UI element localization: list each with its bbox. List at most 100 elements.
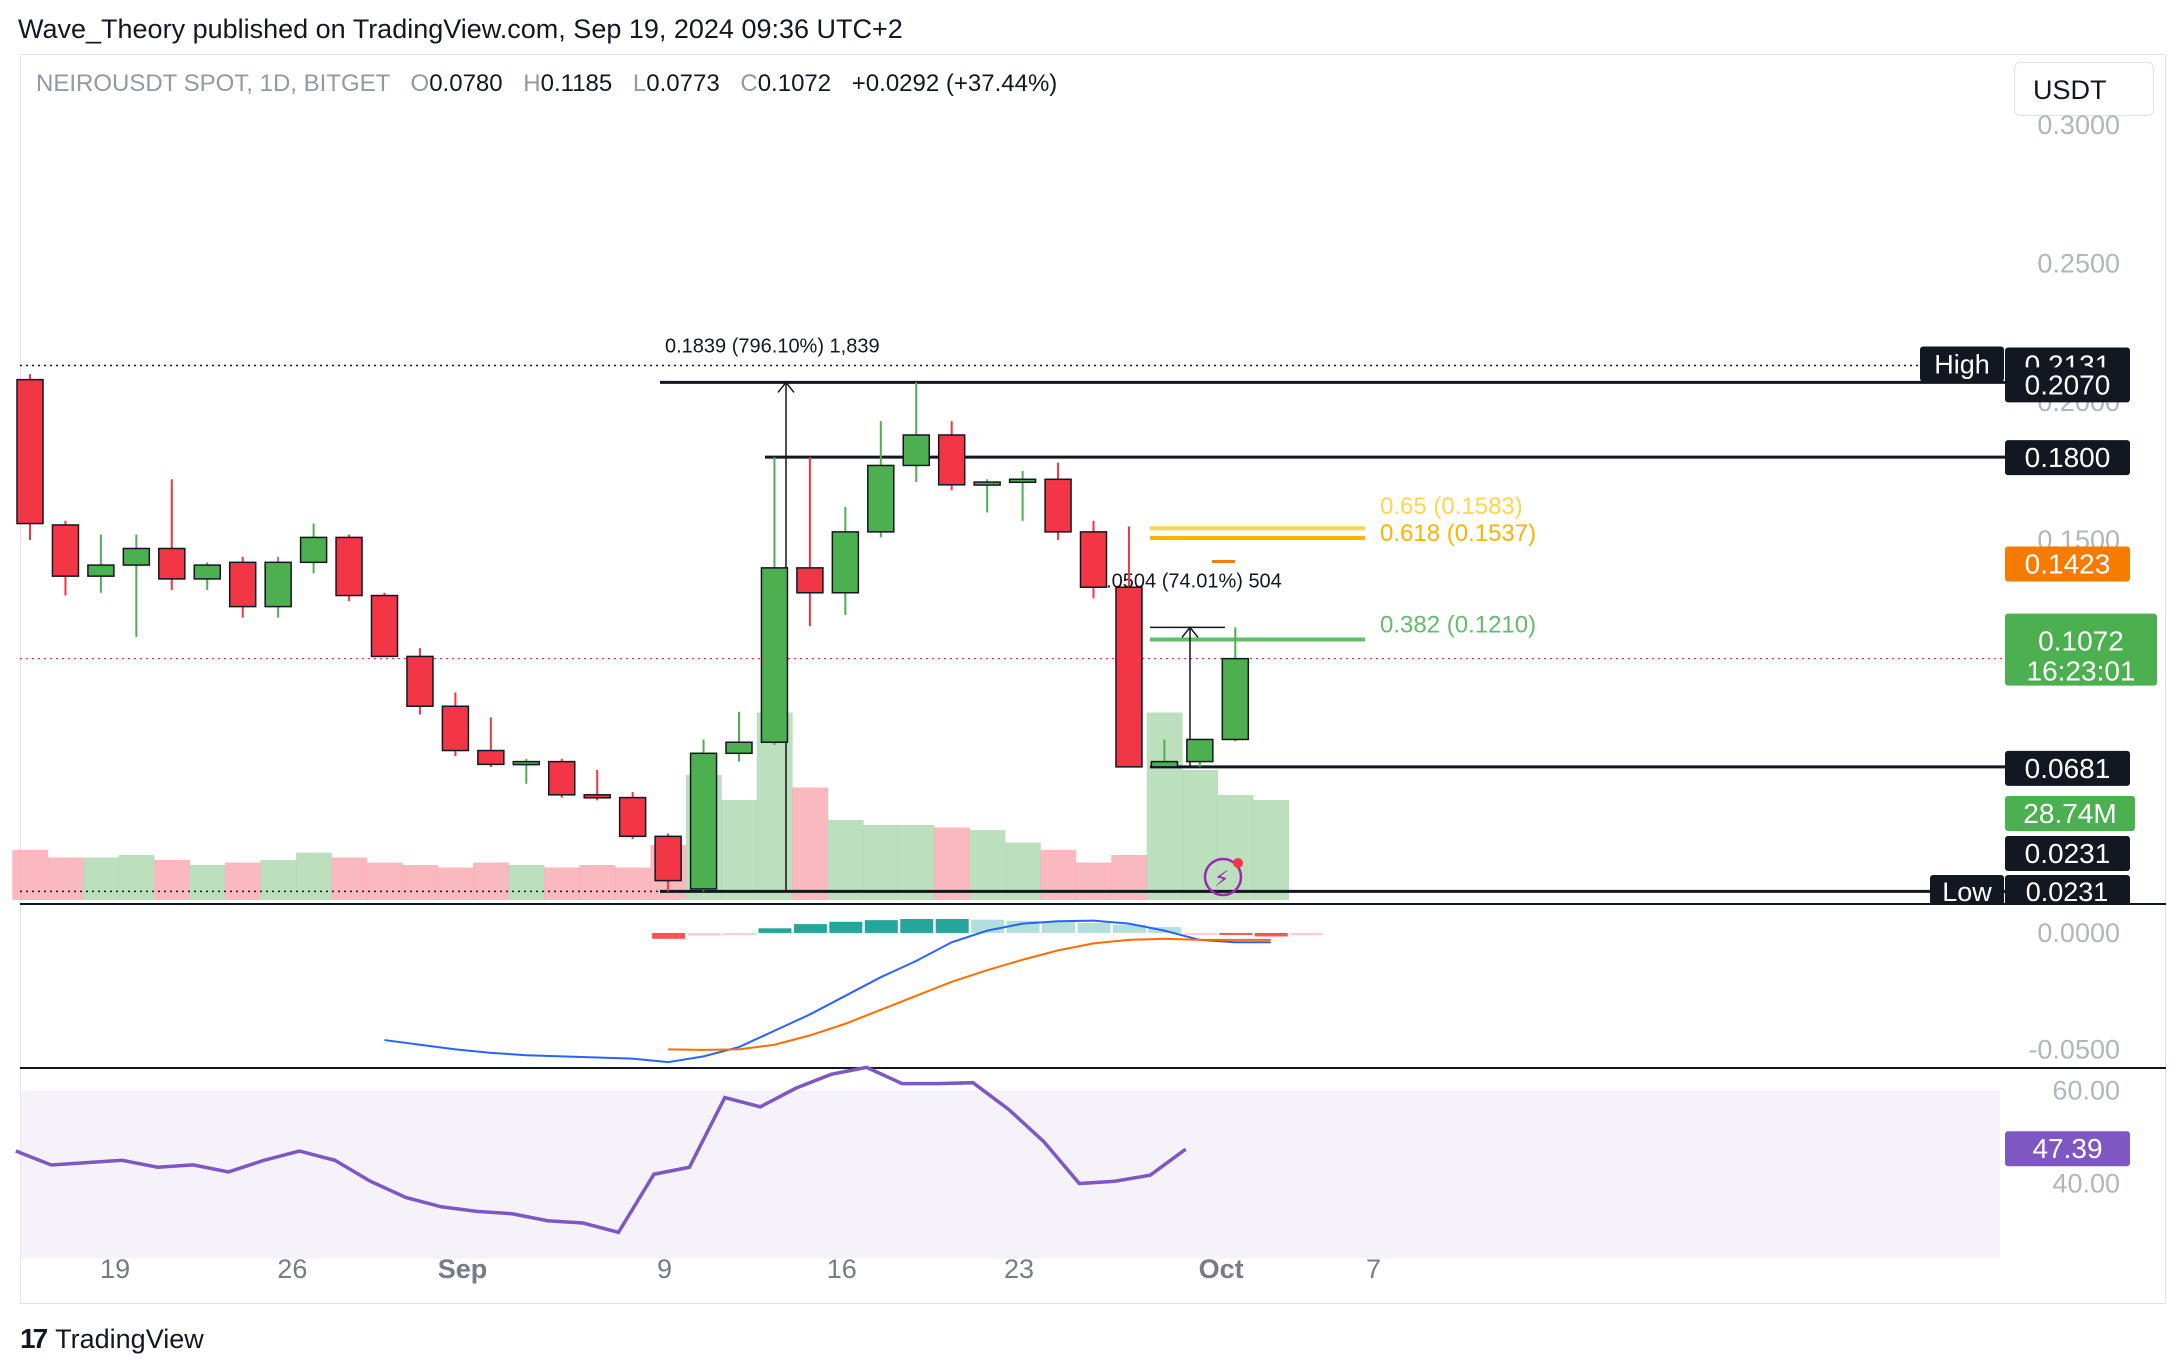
volume-bar	[792, 787, 829, 900]
support-price-label-box	[2005, 836, 2130, 871]
fib-level-label: 0.65 (0.1583)	[1380, 493, 1523, 520]
volume-bar	[473, 862, 510, 900]
volume-bar	[1111, 855, 1148, 900]
symbol-name[interactable]: NEIROUSDT SPOT, 1D, BITGET	[36, 70, 390, 97]
time-axis-tick: 19	[100, 1254, 130, 1284]
measure-label: 0.1839 (796.10%) 1,839	[665, 335, 880, 357]
support-price-label-box	[2005, 750, 2130, 786]
close-value: 0.1072	[757, 70, 832, 97]
candle-body	[867, 464, 895, 533]
volume-bar	[827, 820, 864, 900]
volume-bar	[863, 825, 900, 900]
volume-label-box	[2005, 796, 2135, 831]
currency-button[interactable]: USDT	[2014, 62, 2154, 116]
low-label: L	[632, 70, 647, 97]
publisher-line: Wave_Theory published on TradingView.com…	[18, 14, 903, 44]
candle-body	[441, 705, 470, 752]
volume-bar	[47, 857, 84, 900]
low-value: 0.0773	[646, 70, 720, 97]
low-tag: Low	[1942, 877, 1992, 907]
volume-bar	[260, 860, 297, 900]
volume-bar	[118, 855, 155, 900]
candle-body	[831, 531, 860, 594]
time-axis-tick: Oct	[1199, 1254, 1244, 1284]
candle-body	[725, 741, 753, 755]
volume-bar	[366, 862, 403, 900]
macd-histogram-bar	[829, 921, 863, 933]
macd-histogram-bar	[1042, 921, 1076, 933]
candle-body	[902, 434, 930, 467]
signal-line	[668, 937, 1271, 1051]
candle-body	[583, 794, 611, 799]
chart-svg[interactable]: 0.65 (0.1583)0.618 (0.1537) 0.382 (0.1210…	[0, 0, 2184, 1300]
level-price-label: 0.1800	[2025, 442, 2111, 473]
volume-bar	[12, 850, 49, 900]
candle-body	[51, 524, 80, 577]
macd-axis-tick: 0.0000	[2037, 918, 2120, 948]
macd-histogram-bar	[652, 932, 686, 939]
candle-body	[228, 561, 257, 608]
symbol-legend: NEIROUSDT SPOT, 1D, BITGET O0.0780 H0.11…	[36, 70, 1057, 98]
candle-body	[193, 564, 221, 580]
low-tag-box	[1930, 875, 2004, 905]
macd-axis-tick: -0.0500	[2028, 1034, 2120, 1064]
volume-bar	[933, 827, 970, 900]
time-axis-tick: 23	[1004, 1254, 1034, 1284]
rsi-band	[20, 1090, 2000, 1259]
volume-bar	[1217, 795, 1254, 900]
volume-bar	[437, 867, 474, 900]
candle-body	[1008, 478, 1037, 484]
volume-bar	[614, 867, 651, 900]
rsi-value-label-box	[2005, 1131, 2130, 1167]
time-axis-tick: 26	[277, 1254, 307, 1284]
candle-body	[264, 561, 292, 608]
time-axis-tick: 16	[827, 1254, 857, 1284]
fib-price-label-box	[2005, 546, 2130, 582]
brand-name: TradingView	[55, 1323, 204, 1354]
chart-frame	[20, 54, 2166, 1304]
macd-histogram-bar	[793, 924, 827, 933]
candle-body	[973, 481, 1001, 486]
candle-body	[1115, 586, 1143, 768]
change-value: +0.0292 (+37.44%)	[851, 70, 1058, 97]
macd-histogram-bar	[758, 928, 792, 933]
candle-body	[1221, 657, 1250, 741]
macd-histogram-bar	[935, 918, 969, 933]
candle-body	[1079, 531, 1108, 588]
time-axis-tick: 7	[1366, 1254, 1381, 1284]
candle-body	[122, 547, 151, 566]
lightning-icon	[1203, 857, 1243, 897]
high-tag: High	[1934, 350, 1990, 380]
candle-body	[370, 594, 399, 658]
macd-histogram-bar	[723, 932, 756, 935]
low-price-label: 0.0231	[2026, 877, 2109, 907]
alert-dot-icon	[1233, 858, 1243, 868]
volume-bar	[1075, 862, 1112, 900]
time-axis-tick: Sep	[438, 1254, 488, 1284]
volume-bar	[721, 800, 758, 900]
open-label: O	[410, 70, 430, 97]
high-value: 0.1185	[540, 70, 613, 97]
candle-body	[87, 564, 115, 577]
macd-histogram-bar	[687, 932, 721, 936]
rsi-axis-tick: 60.00	[2052, 1076, 2120, 1106]
candle-body	[689, 752, 718, 890]
candle-body	[406, 655, 434, 708]
brand-footer: 17 TradingView	[20, 1323, 204, 1355]
support-price-label: 0.0681	[2025, 753, 2111, 784]
price-axis-tick: 0.3000	[2037, 110, 2120, 140]
macd-histogram-bar	[864, 920, 898, 933]
volume-bar	[154, 860, 191, 900]
macd-histogram-bar	[1219, 932, 1253, 935]
volume-bar	[508, 865, 545, 900]
rsi-line	[15, 1065, 1187, 1235]
tradingview-logo-icon: 17	[20, 1323, 48, 1354]
current-price-label: 0.1072	[2038, 626, 2124, 657]
volume-bar	[402, 865, 439, 900]
time-axis-tick: 9	[657, 1254, 672, 1284]
candle-body	[512, 760, 541, 766]
lightning-icon: ⚡	[1214, 867, 1229, 892]
macd-histogram-bar	[1254, 932, 1288, 937]
rsi-value-label: 47.39	[2032, 1133, 2102, 1164]
macd-histogram-bar	[900, 918, 934, 933]
